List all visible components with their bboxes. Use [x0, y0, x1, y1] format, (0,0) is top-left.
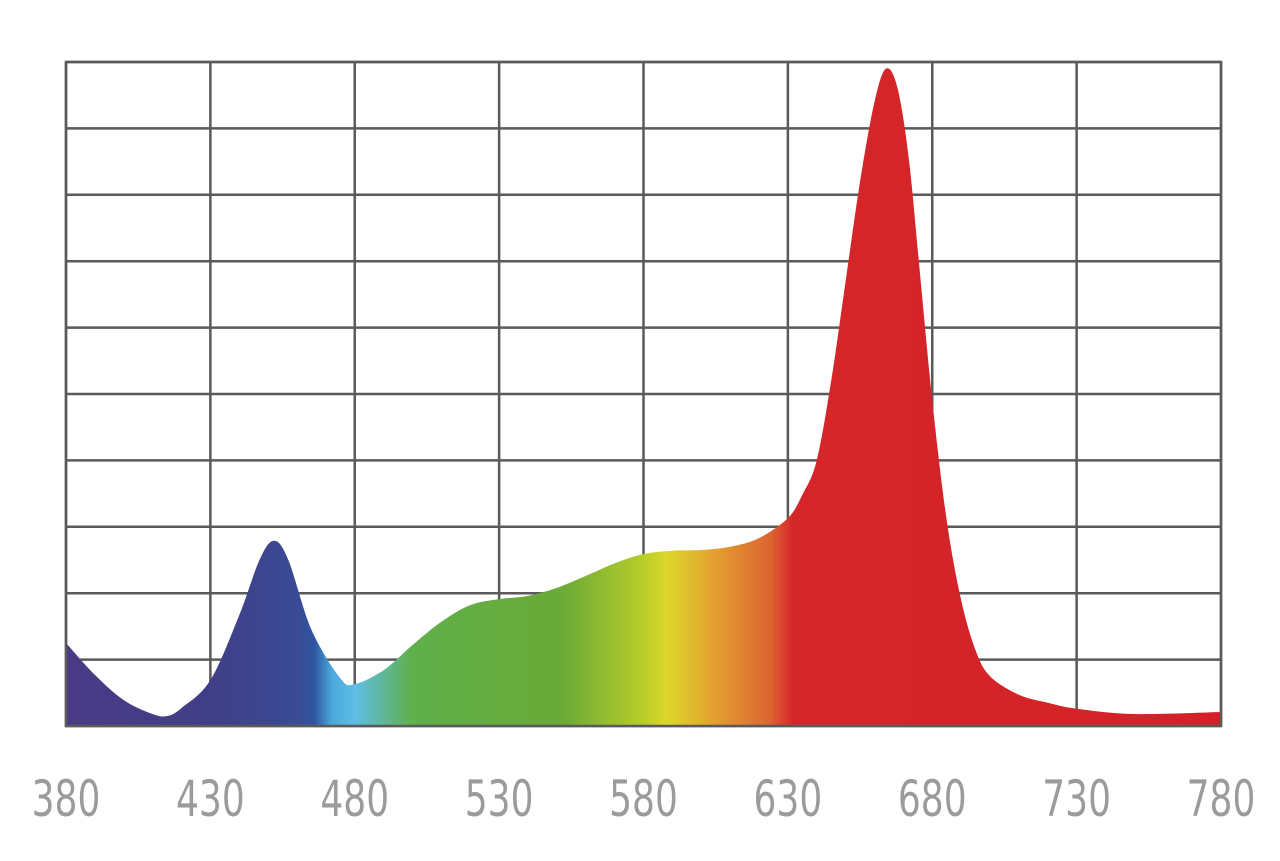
x-tick-label: 780: [1187, 771, 1256, 828]
spectrum-area: [66, 68, 1221, 727]
x-ticks: 380 430 480 530 580 630 680 730 780: [32, 771, 1256, 828]
x-tick-label: 480: [320, 771, 389, 828]
plot: [64, 60, 1223, 728]
plot-border: [64, 60, 1223, 728]
x-tick-label: 430: [176, 771, 245, 828]
x-tick-label: 580: [609, 771, 678, 828]
x-tick-label: 530: [465, 771, 534, 828]
x-tick-label: 680: [898, 771, 967, 828]
x-tick-label: 730: [1042, 771, 1111, 828]
x-tick-label: 380: [32, 771, 101, 828]
x-tick-label: 630: [754, 771, 823, 828]
